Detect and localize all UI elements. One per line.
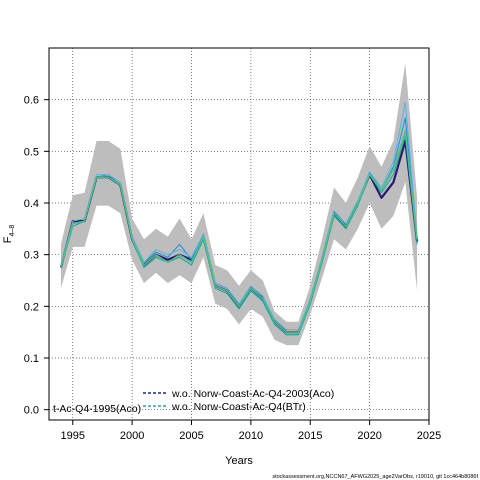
legend-label-1: t-Ac-Q4-1995(Aco) — [53, 403, 141, 415]
footer-source-text: stockassessment.org,NCCN67_AFWG2025_age2… — [272, 474, 478, 480]
y-axis-title-main: F — [2, 236, 14, 243]
x-axis-title: Years — [225, 455, 253, 467]
y-axis-title: F4–8 — [2, 225, 16, 244]
y-tick-label-1: 0.1 — [24, 353, 39, 365]
y-tick-label-2: 0.2 — [24, 301, 39, 313]
series-line-3 — [60, 101, 418, 331]
series-layer — [59, 101, 419, 336]
x-tick-label-2000: 2000 — [120, 430, 144, 442]
y-tick-label-4: 0.4 — [24, 198, 39, 210]
grid — [49, 48, 430, 420]
y-axis: 0.0 0.1 0.2 0.3 0.4 0.5 0.6 — [24, 95, 49, 417]
y-axis-title-sub: 4–8 — [9, 225, 16, 237]
confidence-band-layer — [60, 63, 418, 346]
y-tick-label-6: 0.6 — [24, 95, 39, 107]
series-line-5 — [60, 129, 418, 333]
legend: t-Ac-Q4-1995(Aco) w.o. Norw-Coast-Ac-Q4-2… — [53, 388, 334, 415]
y-tick-label-5: 0.5 — [24, 146, 39, 158]
y-tick-label-0: 0.0 — [24, 405, 39, 417]
x-tick-label-2010: 2010 — [239, 430, 263, 442]
legend-label-2: w.o. Norw-Coast-Ac-Q4-2003(Aco) — [171, 388, 334, 400]
confidence-band — [60, 63, 418, 346]
x-tick-label-2020: 2020 — [357, 430, 381, 442]
plot-frame — [48, 47, 430, 421]
legend-label-3: w.o. Norw-Coast-Ac-Q4(BTr) — [171, 401, 306, 413]
x-tick-label-2025: 2025 — [417, 430, 441, 442]
x-tick-label-1995: 1995 — [61, 430, 85, 442]
y-tick-label-3: 0.3 — [24, 250, 39, 262]
x-tick-label-2005: 2005 — [179, 430, 203, 442]
x-tick-label-2015: 2015 — [298, 430, 322, 442]
x-axis: 1995 2000 2005 2010 2015 2020 2025 — [61, 420, 441, 442]
